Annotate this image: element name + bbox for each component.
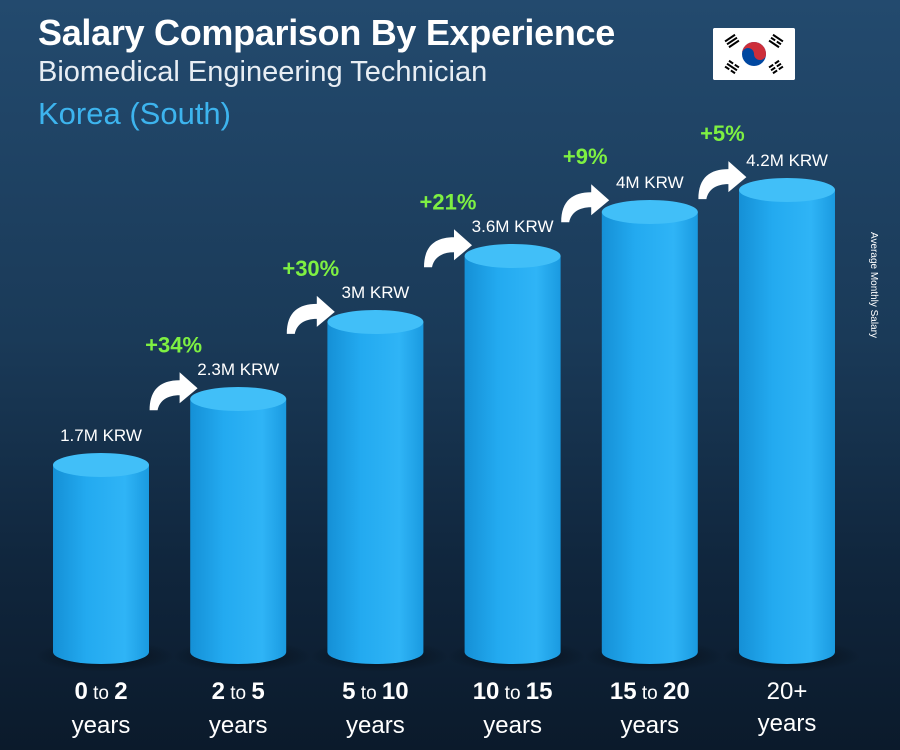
x-tick-label-4: 15 to 20 years — [575, 676, 725, 742]
x-tick-start: 20+ — [766, 678, 808, 705]
increase-arrow-icon — [424, 229, 472, 268]
bar-body — [464, 256, 561, 664]
bar-top — [327, 310, 424, 334]
value-label-2: 3M KRW — [342, 283, 410, 302]
x-tick-to: to — [224, 683, 252, 704]
increase-arrow-icon — [561, 184, 610, 223]
x-tick-start: 2 — [211, 678, 225, 705]
bar-top — [601, 200, 698, 224]
increase-label-1: +30% — [282, 256, 339, 281]
value-label-1: 2.3M KRW — [197, 360, 279, 379]
increase-label-4: +5% — [700, 121, 745, 146]
x-tick-to: to — [87, 683, 115, 704]
bar-0 — [35, 453, 175, 672]
bar-top — [464, 244, 561, 268]
x-tick-unit: years — [620, 712, 680, 739]
y-axis-label: Average Monthly Salary — [868, 232, 879, 338]
increase-label-3: +9% — [563, 144, 608, 169]
x-tick-unit: years — [757, 710, 817, 737]
x-tick-end: 20 — [663, 678, 690, 705]
x-tick-label-5: 20+ years — [712, 676, 862, 740]
bar-body — [327, 322, 424, 664]
bar-2 — [309, 310, 450, 672]
x-tick-start: 10 — [472, 678, 500, 705]
x-tick-to: to — [355, 683, 382, 704]
bar-top — [739, 178, 835, 202]
increase-label-0: +34% — [145, 332, 202, 357]
x-tick-label-2: 5 to 10 years — [300, 676, 450, 742]
bar-body — [190, 399, 287, 664]
bar-body — [739, 190, 835, 664]
bar-4 — [583, 200, 724, 672]
x-tick-label-0: 0 to 2 years — [26, 676, 176, 742]
bar-5 — [721, 178, 861, 672]
x-tick-unit: years — [71, 712, 131, 739]
x-tick-end: 2 — [114, 678, 128, 705]
value-label-5: 4.2M KRW — [746, 151, 828, 170]
x-tick-to: to — [636, 683, 663, 704]
x-tick-unit: years — [346, 712, 405, 739]
x-tick-end: 5 — [251, 678, 265, 705]
x-tick-start: 0 — [74, 678, 88, 705]
x-tick-label-1: 2 to 5 years — [163, 676, 313, 742]
x-tick-start: 5 — [342, 678, 356, 705]
x-tick-label-3: 10 to 15 years — [438, 676, 588, 742]
x-tick-end: 15 — [525, 678, 553, 705]
increase-arrow-icon — [286, 295, 335, 334]
bar-1 — [172, 387, 313, 672]
increase-arrow-icon — [698, 161, 747, 200]
bar-body — [601, 212, 698, 664]
increase-arrow-icon — [149, 372, 198, 411]
value-label-4: 4M KRW — [616, 173, 684, 192]
x-tick-end: 10 — [381, 678, 409, 705]
bar-top — [190, 387, 287, 411]
location-label: Korea (South) — [38, 96, 231, 131]
value-label-3: 3.6M KRW — [472, 217, 554, 236]
x-tick-unit: years — [483, 712, 542, 739]
bar-body — [53, 465, 149, 664]
value-label-0: 1.7M KRW — [60, 426, 142, 445]
x-tick-to: to — [499, 683, 526, 704]
bar-top — [53, 453, 149, 477]
x-tick-start: 15 — [609, 678, 637, 705]
increase-label-2: +21% — [420, 189, 477, 214]
job-subtitle: Biomedical Engineering Technician — [38, 56, 488, 88]
south-korea-flag-icon — [713, 28, 795, 80]
page-title: Salary Comparison By Experience — [38, 12, 615, 53]
bar-3 — [446, 244, 587, 672]
x-tick-unit: years — [208, 712, 268, 739]
